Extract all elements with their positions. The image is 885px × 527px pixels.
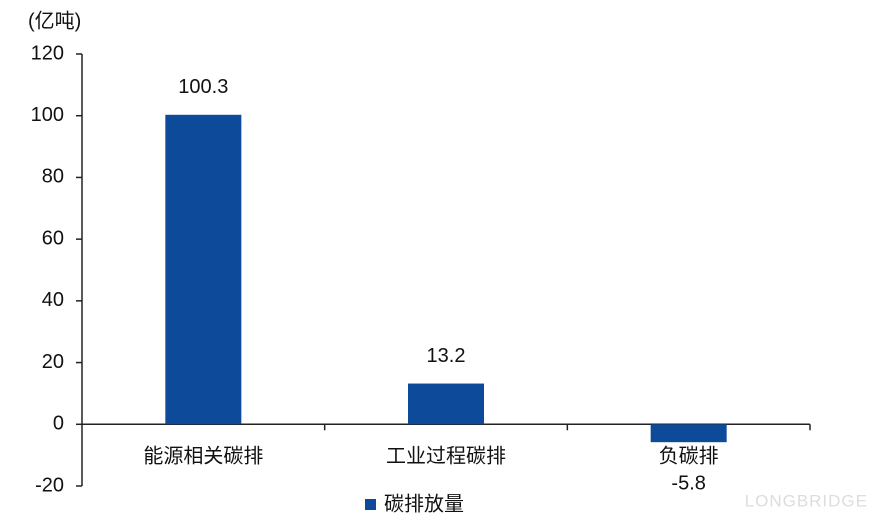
data-label: -5.8 [671,473,705,495]
bar [408,383,484,425]
x-tick-label: 工业过程碳排 [386,445,506,468]
bar [165,114,242,425]
legend-label: 碳排放量 [384,492,464,515]
y-tick-label: 60 [42,227,64,249]
y-tick-label: 40 [42,289,64,311]
y-tick-label: 100 [31,104,64,126]
x-tick-label: 负碳排 [659,445,719,468]
legend-swatch [365,499,376,510]
data-label: 13.2 [427,345,466,367]
y-tick-label: -20 [35,474,64,496]
bar [650,424,727,443]
y-tick-label: 20 [42,351,64,373]
watermark: LONGBRIDGE [745,491,868,510]
y-tick-label: 120 [31,42,64,64]
x-tick-label: 能源相关碳排 [143,445,263,468]
y-tick-label: 0 [53,413,64,435]
y-tick-label: 80 [42,166,64,188]
data-label: 100.3 [178,76,228,98]
y-unit-label: (亿吨) [28,9,81,32]
